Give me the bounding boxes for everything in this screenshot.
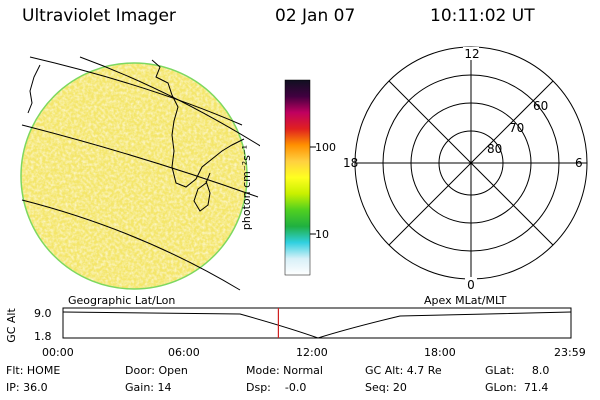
date-label: 02 Jan 07 [275, 6, 356, 26]
colorbar [284, 79, 316, 276]
timeline-ymax: 9.0 [34, 307, 52, 320]
colorbar-gradient [284, 79, 311, 276]
timeline-ymin: 1.8 [34, 330, 52, 343]
polar-diagonal-2 [388, 80, 554, 246]
info-gc-alt: GC Alt: 4.7 Re [365, 364, 442, 377]
info-ip: IP: 36.0 [6, 381, 48, 394]
info-mode: Mode: Normal [246, 364, 323, 377]
polar-lat-60: 60 [533, 99, 548, 113]
geographic-image-panel [20, 56, 260, 291]
app-title: Ultraviolet Imager [22, 6, 176, 26]
timeline-plot [62, 307, 572, 339]
info-gain: Gain: 14 [125, 381, 172, 394]
timeline-tick-1200: 12:00 [296, 346, 328, 359]
polar-label-6: 6 [575, 156, 583, 170]
polar-plot: 12 18 6 0 60 70 80 [343, 46, 588, 290]
uv-image-edge [20, 62, 248, 290]
polar-label-0: 0 [467, 278, 475, 290]
timeline-tick-2359: 23:59 [554, 346, 586, 359]
colorbar-unit-label: photon cm⁻²s⁻¹ [240, 144, 254, 231]
latitude-lines [21, 56, 260, 291]
info-flt: Flt: HOME [6, 364, 61, 377]
polar-label-18: 18 [343, 156, 358, 170]
uv-image-noise [21, 63, 247, 289]
info-dsp: Dsp: -0.0 [246, 381, 307, 394]
info-glon: GLon: 71.4 [485, 381, 549, 394]
polar-lat-70: 70 [509, 121, 524, 135]
timeline-left-label: Geographic Lat/Lon [68, 294, 176, 307]
colorbar-label-100: 100 [315, 141, 336, 154]
coastline [27, 59, 245, 212]
timeline-tick-0000: 00:00 [42, 346, 74, 359]
time-label: 10:11:02 UT [430, 6, 535, 26]
timeline-tick-1800: 18:00 [424, 346, 456, 359]
info-door: Door: Open [125, 364, 188, 377]
info-glat: GLat: 8.0 [485, 364, 550, 377]
timeline-altitude-curve [62, 311, 572, 339]
polar-lat-80: 80 [487, 142, 502, 156]
timeline-right-label: Apex MLat/MLT [424, 294, 507, 307]
timeline-tick-0600: 06:00 [168, 346, 200, 359]
colorbar-label-10: 10 [315, 228, 329, 241]
polar-label-12: 12 [464, 47, 479, 61]
info-seq: Seq: 20 [365, 381, 407, 394]
